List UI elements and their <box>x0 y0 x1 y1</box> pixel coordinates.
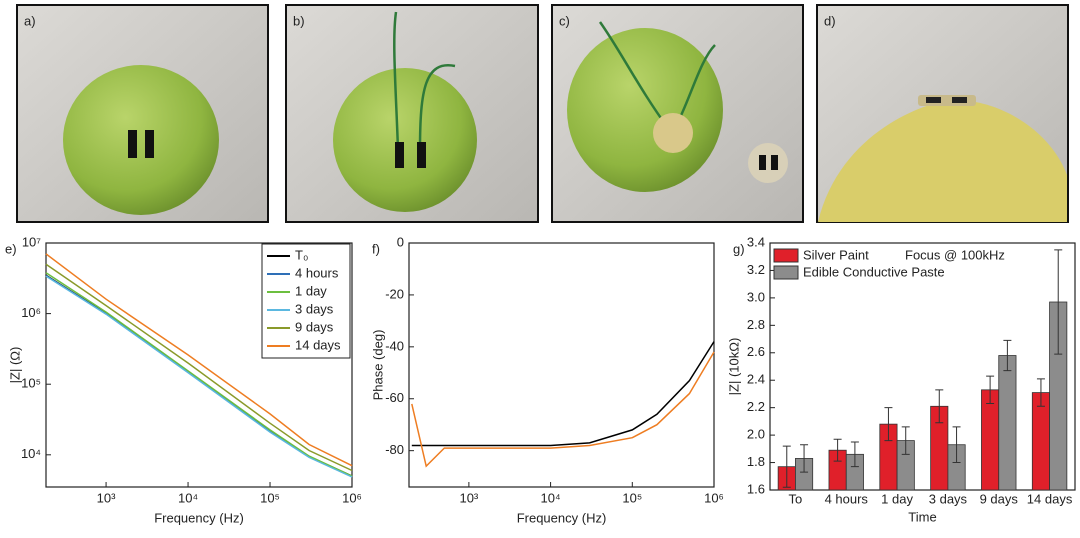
y-tick-label: 0 <box>397 234 404 249</box>
legend-label: Silver Paint <box>803 247 869 262</box>
y-axis-label: |Z| (Ω) <box>7 347 22 384</box>
legend-swatch <box>773 265 799 280</box>
error-bar <box>884 407 893 442</box>
x-tick-label: 9 days <box>980 491 1019 506</box>
legend-label: 1 day <box>295 283 327 298</box>
legend-label: 3 days <box>295 301 334 316</box>
x-tick-label: 10⁴ <box>541 490 561 505</box>
annotation: Focus @ 100kHz <box>905 247 1005 262</box>
plot-frame <box>45 242 353 488</box>
error-bar <box>1036 378 1045 407</box>
x-tick-label: 10⁵ <box>622 490 642 505</box>
x-tick-label: 3 days <box>929 491 968 506</box>
legend-label: Edible Conductive Paste <box>803 264 945 279</box>
error-bar <box>1003 339 1012 372</box>
series-line <box>411 341 715 447</box>
legend-label: 14 days <box>295 337 341 352</box>
plot-frame <box>408 242 715 488</box>
x-tick-label: 10⁵ <box>260 490 280 505</box>
y-tick-label: 10⁵ <box>21 376 41 391</box>
photo-a: a) <box>16 4 269 223</box>
x-axis-label: Frequency (Hz) <box>517 510 607 525</box>
series-line <box>45 253 353 467</box>
error-bar <box>800 444 809 473</box>
x-tick-label: 10⁶ <box>342 490 362 505</box>
x-tick-label: 4 hours <box>825 491 869 506</box>
y-tick-label: 3.4 <box>747 234 765 249</box>
y-tick-label: 1.6 <box>747 481 765 496</box>
x-tick-label: 10³ <box>97 490 116 505</box>
series-line <box>45 275 353 478</box>
y-tick-label: -60 <box>385 390 404 405</box>
legend-label: 9 days <box>295 319 334 334</box>
legend-label: 4 hours <box>295 265 339 280</box>
x-axis-label: Time <box>908 509 936 524</box>
panel-label: a) <box>24 13 36 28</box>
plot-frame <box>769 242 1076 491</box>
panel-label: c) <box>559 13 570 28</box>
y-tick-label: 10⁴ <box>21 446 41 461</box>
panel-label: e) <box>5 241 17 256</box>
panel-label: g) <box>733 241 745 256</box>
x-tick-label: 10³ <box>459 490 478 505</box>
x-tick-label: To <box>789 491 803 506</box>
y-tick-label: 10⁶ <box>21 305 41 320</box>
y-tick-label: -20 <box>385 286 404 301</box>
bar <box>1031 392 1050 491</box>
series-line <box>45 272 353 477</box>
error-bar <box>952 426 961 464</box>
error-bar <box>850 441 859 468</box>
y-tick-label: -80 <box>385 442 404 457</box>
x-tick-label: 10⁴ <box>178 490 198 505</box>
y-tick-label: 1.8 <box>747 454 765 469</box>
y-axis-label: Phase (deg) <box>370 330 385 401</box>
bar <box>998 355 1017 491</box>
y-tick-label: 2.8 <box>747 317 765 332</box>
legend-box <box>261 243 351 359</box>
error-bar <box>833 438 842 462</box>
photo-d: d) <box>816 4 1069 223</box>
legend-label: T₀ <box>295 247 308 262</box>
photo-b: b) <box>285 4 539 223</box>
panel-label: f) <box>372 241 380 256</box>
x-tick-label: 10⁶ <box>704 490 724 505</box>
error-bar <box>986 375 995 405</box>
series-line <box>411 351 715 468</box>
legend-swatch <box>773 248 799 263</box>
error-bar <box>901 426 910 455</box>
y-tick-label: 3.2 <box>747 262 765 277</box>
y-tick-label: 2.4 <box>747 372 765 387</box>
error-bar <box>782 445 791 488</box>
photo-c: c) <box>551 4 804 223</box>
panel-label: d) <box>824 13 836 28</box>
y-tick-label: 2.2 <box>747 399 765 414</box>
y-tick-label: 2.6 <box>747 344 765 359</box>
y-axis-label: |Z| (10kΩ) <box>726 338 741 396</box>
y-tick-label: -40 <box>385 338 404 353</box>
y-tick-label: 10⁷ <box>22 234 41 249</box>
error-bar <box>935 389 944 424</box>
y-tick-label: 3.0 <box>747 289 765 304</box>
y-tick-label: 2.0 <box>747 427 765 442</box>
bar <box>981 389 1000 491</box>
series-line <box>45 263 353 472</box>
x-axis-label: Frequency (Hz) <box>154 510 244 525</box>
x-tick-label: 14 days <box>1027 491 1073 506</box>
x-tick-label: 1 day <box>881 491 913 506</box>
panel-label: b) <box>293 13 305 28</box>
error-bar <box>1054 249 1063 355</box>
